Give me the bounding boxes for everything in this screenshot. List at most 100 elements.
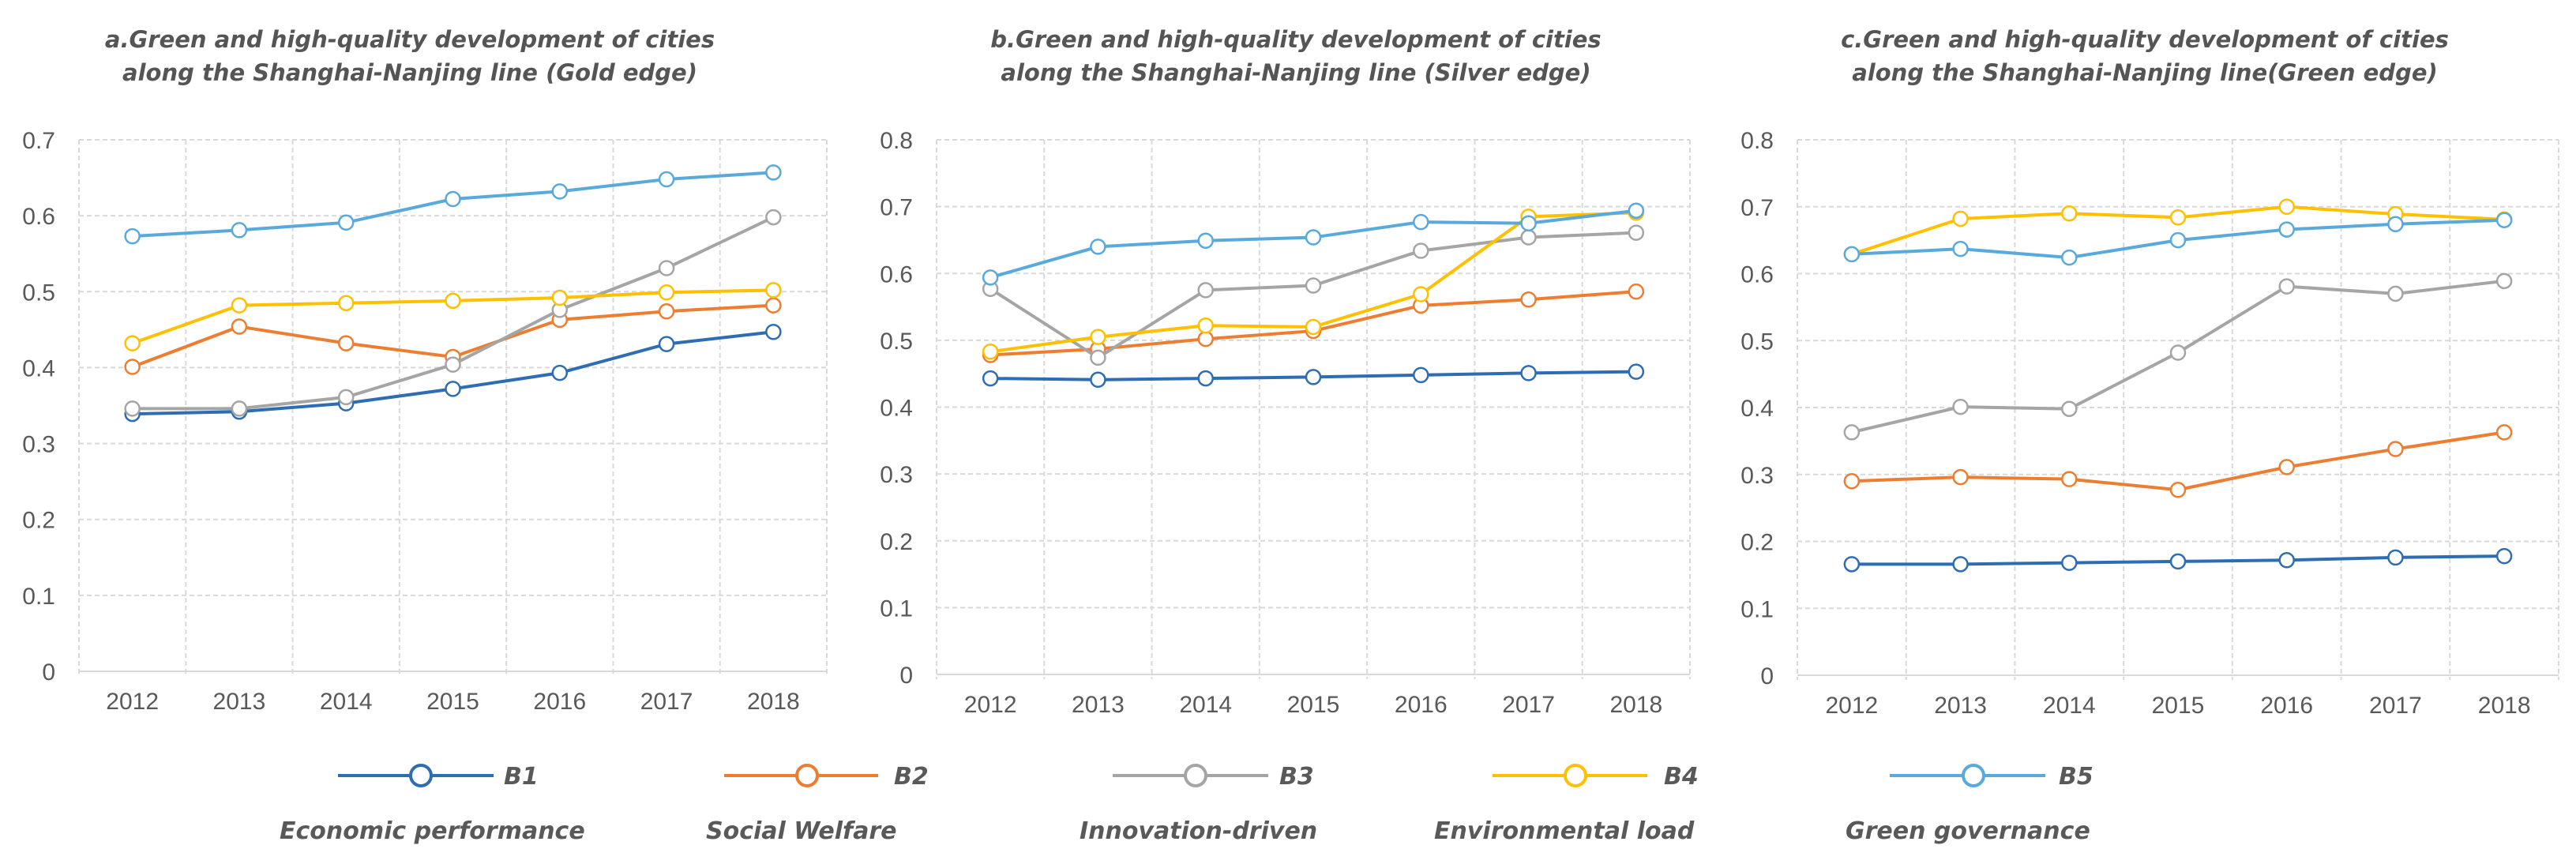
y-tick-label: 0.3 [22,432,55,458]
x-tick-label: 2015 [2152,693,2205,719]
data-point-B1 [765,323,782,340]
y-tick-label: 0.7 [880,195,913,221]
chart-title-line: along the Shanghai-Nanjing line (Silver … [1001,59,1590,86]
data-point-B2 [2495,424,2513,441]
y-tick-label: 0.6 [22,204,55,230]
x-tick-label: 2016 [533,689,586,715]
x-tick-label: 2015 [426,689,479,715]
y-tick-label: 0.5 [880,329,913,355]
y-tick-label: 0.3 [1740,463,1774,489]
data-point-B5 [765,164,782,181]
series-B1 [1843,547,2513,573]
data-point-B5 [982,269,999,286]
data-point-B1 [1413,366,1429,384]
series-B1 [124,323,782,423]
data-point-B2 [1197,330,1214,347]
y-tick-label: 0.7 [22,128,55,154]
data-point-B3 [2061,400,2078,417]
data-point-B5 [2061,249,2078,266]
data-point-B5 [1305,229,1322,246]
y-tick-label: 0 [1760,663,1774,689]
data-point-B5 [231,222,248,239]
y-tick-label: 0.5 [22,280,55,306]
data-point-B2 [337,335,355,351]
data-point-B4 [1305,318,1322,336]
y-tick-label: 0.1 [1740,596,1774,622]
data-point-B4 [124,335,141,351]
legend-item-B3: B3 Innovation-driven [1080,763,1317,845]
x-tick-label: 2014 [320,689,373,715]
data-point-B4 [1413,286,1429,302]
data-point-B2 [124,359,141,375]
data-point-B5 [658,171,675,188]
data-point-B5 [551,183,569,200]
data-point-B2 [231,318,248,335]
series-B3 [1843,272,2513,441]
y-tick-label: 0.1 [880,595,913,622]
y-tick-label: 0 [899,663,913,689]
data-point-B1 [2278,551,2295,569]
legend-key: B5 [2059,763,2093,791]
data-point-B5 [337,214,355,231]
series-B5 [1843,212,2513,266]
series-B4 [1843,198,2513,263]
data-point-B3 [1413,242,1429,259]
chart-panel-a: a.Green and high-quality development of … [22,26,828,715]
legend-label: Economic performance [280,817,585,845]
legend-key: B3 [1279,763,1314,791]
x-tick-label: 2013 [1934,693,1987,719]
y-tick-label: 0.6 [880,261,913,287]
x-tick-label: 2018 [747,689,800,715]
data-point-B3 [124,400,141,417]
y-tick-label: 0.4 [22,355,55,381]
data-point-B5 [1197,232,1214,250]
series-B5 [982,202,1645,286]
x-tick-label: 2018 [1609,692,1662,718]
legend-marker-icon [795,764,819,787]
data-point-B1 [2169,553,2187,570]
data-point-B5 [1952,240,1969,257]
x-tick-label: 2017 [640,689,693,715]
data-point-B1 [445,381,461,397]
legend-marker-icon [1962,764,1985,787]
chart-panel-b: b.Green and high-quality development of … [880,26,1691,718]
x-tick-label: 2012 [964,692,1017,718]
series-B5 [124,164,782,245]
data-point-B1 [1090,371,1106,389]
data-point-B1 [1197,370,1214,387]
chart-title-line: c.Green and high-quality development of … [1841,26,2449,53]
data-point-B1 [2495,547,2513,565]
data-point-B5 [1843,246,1861,263]
data-point-B1 [551,364,569,381]
data-point-B4 [765,282,782,299]
data-point-B2 [658,303,675,320]
data-point-B3 [231,400,248,417]
data-point-B2 [2061,471,2078,487]
legend-label: Social Welfare [706,817,897,845]
data-point-B3 [1197,282,1214,299]
legend-item-B5: B5 Green governance [1846,763,2093,845]
data-point-B3 [1520,229,1537,246]
chart-panel-c: c.Green and high-quality development of … [1740,26,2559,719]
data-point-B3 [1628,224,1645,241]
data-point-B5 [1090,239,1106,255]
data-point-B3 [1952,398,1969,415]
data-point-B5 [2169,231,2187,249]
data-point-B4 [2061,205,2078,222]
data-point-B4 [231,297,248,314]
y-tick-label: 0.4 [880,396,913,422]
data-point-B4 [337,295,355,311]
series-B4 [124,282,782,351]
y-tick-label: 0.2 [1740,530,1774,556]
data-point-B2 [1520,291,1537,308]
data-point-B2 [1628,283,1645,300]
y-tick-label: 0.1 [22,584,55,610]
data-point-B1 [1305,369,1322,385]
y-tick-label: 0 [42,659,55,686]
data-point-B3 [1305,277,1322,294]
data-point-B4 [2278,198,2295,215]
data-point-B1 [1952,556,1969,573]
data-point-B3 [2495,272,2513,290]
legend-label: Environmental load [1434,817,1695,845]
data-point-B2 [2278,459,2295,475]
